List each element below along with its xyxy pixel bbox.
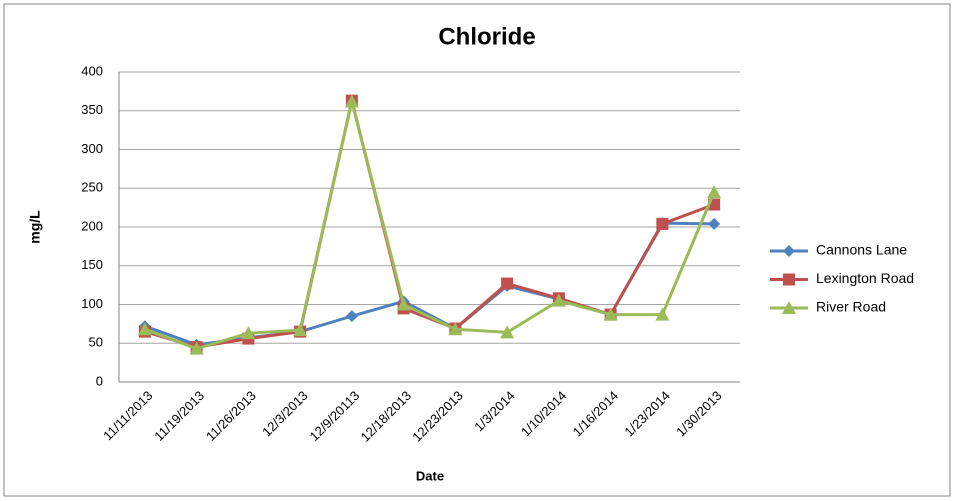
marker: [708, 217, 721, 230]
marker: [293, 323, 308, 337]
marker: [189, 341, 204, 355]
legend-marker: [783, 273, 795, 286]
legend-marker: [783, 245, 795, 257]
marker: [603, 307, 618, 321]
y-axis-label: mg/L: [27, 210, 43, 244]
marker: [241, 326, 256, 340]
marker: [655, 307, 670, 321]
y-tick-label: 100: [81, 296, 103, 311]
marker: [344, 94, 359, 108]
y-tick-label: 250: [81, 180, 103, 195]
y-tick-label: 50: [89, 335, 103, 350]
y-tick-label: 200: [81, 218, 103, 233]
marker: [501, 277, 514, 290]
marker: [551, 293, 566, 307]
y-tick-label: 0: [96, 373, 103, 388]
chart-title: Chloride: [438, 23, 535, 50]
y-tick-label: 150: [81, 257, 103, 272]
y-tick-label: 350: [81, 102, 103, 117]
marker: [137, 322, 152, 336]
marker: [448, 322, 463, 336]
series-line: [144, 101, 716, 351]
marker: [707, 185, 722, 199]
legend-label: Cannons Lane: [816, 242, 907, 258]
legend-label: River Road: [816, 299, 886, 315]
x-axis-label: Date: [416, 468, 444, 483]
y-tick-label: 400: [81, 63, 103, 78]
y-tick-label: 300: [81, 141, 103, 156]
marker: [396, 297, 411, 311]
marker: [500, 325, 515, 339]
marker: [345, 310, 358, 323]
legend-marker: [782, 301, 796, 314]
marker: [656, 217, 669, 230]
legend-label: Lexington Road: [816, 270, 914, 286]
